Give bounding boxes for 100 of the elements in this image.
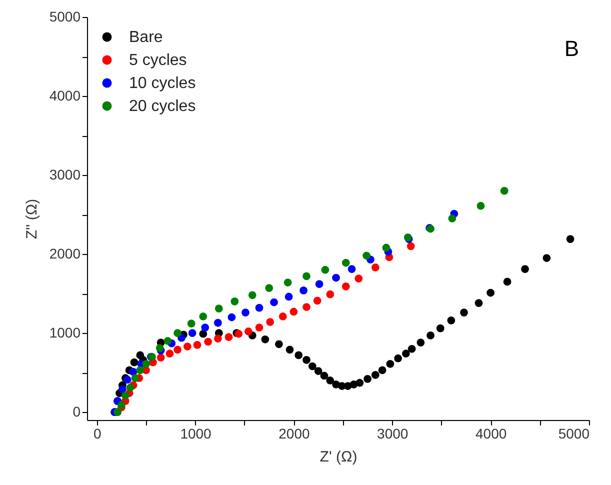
point — [362, 252, 370, 260]
point — [436, 324, 444, 332]
point — [121, 392, 130, 400]
point — [136, 366, 144, 374]
point — [118, 385, 126, 394]
point — [386, 360, 394, 368]
point — [302, 303, 310, 311]
point — [275, 340, 283, 348]
x-tick-label: 4000 — [475, 426, 507, 442]
point — [382, 244, 390, 252]
point — [447, 316, 456, 324]
point — [416, 338, 425, 346]
point — [131, 374, 140, 382]
point — [474, 299, 483, 307]
point — [320, 372, 328, 380]
point — [248, 291, 256, 300]
point — [313, 296, 322, 305]
point — [174, 329, 182, 338]
legend-label: 5 cycles — [129, 52, 187, 69]
point — [521, 265, 529, 273]
point — [542, 254, 551, 262]
point — [342, 282, 350, 290]
point — [356, 378, 364, 387]
point — [371, 264, 380, 272]
point — [188, 329, 196, 338]
point — [284, 292, 293, 301]
y-tick-label: 2000 — [49, 246, 81, 262]
point — [476, 202, 485, 210]
legend-label: 20 cycles — [129, 98, 196, 115]
point — [214, 304, 223, 313]
x-tick-label: 1000 — [180, 426, 212, 442]
point — [406, 242, 415, 250]
y-tick-label: 3000 — [49, 166, 81, 183]
point — [126, 384, 134, 392]
point — [199, 312, 208, 320]
point — [503, 278, 512, 286]
x-axis-title: Z' (Ω) — [320, 448, 358, 466]
y-tick-label: 1000 — [49, 324, 81, 341]
x-tick-label: 3000 — [377, 426, 408, 442]
point — [242, 308, 250, 316]
point — [183, 342, 192, 350]
point — [228, 313, 236, 322]
point — [156, 344, 164, 352]
point — [174, 346, 182, 354]
point — [302, 272, 310, 280]
y-tick-label: 4000 — [49, 88, 81, 104]
point — [204, 338, 212, 346]
point — [255, 304, 264, 312]
legend-label: 10 cycles — [129, 75, 196, 92]
point — [164, 337, 172, 345]
point — [300, 286, 308, 294]
point — [348, 265, 356, 273]
point — [286, 346, 294, 354]
point — [500, 186, 508, 195]
point — [371, 371, 380, 379]
point — [342, 258, 350, 267]
point — [332, 274, 340, 282]
point — [224, 333, 233, 341]
point — [315, 280, 324, 288]
x-tick-label: 5000 — [558, 426, 590, 442]
point — [230, 298, 239, 306]
point — [266, 318, 274, 326]
point — [214, 318, 222, 327]
point — [378, 366, 386, 374]
point — [214, 334, 222, 343]
point — [321, 266, 330, 274]
point — [460, 308, 468, 316]
y-tick-label: 5000 — [49, 8, 81, 24]
point — [294, 351, 303, 360]
point — [426, 332, 434, 340]
point — [394, 354, 402, 362]
point — [408, 344, 416, 353]
point — [199, 330, 208, 338]
point — [244, 328, 252, 336]
point — [364, 374, 372, 383]
point — [486, 288, 495, 297]
point — [290, 308, 298, 316]
point — [142, 360, 150, 368]
point — [448, 214, 456, 222]
y-tick-label: 0 — [72, 404, 81, 420]
point — [326, 376, 334, 384]
point — [402, 350, 410, 358]
point — [354, 274, 363, 282]
point — [284, 278, 292, 286]
point — [302, 356, 310, 364]
point — [201, 324, 210, 332]
point — [255, 324, 264, 332]
point — [265, 284, 274, 292]
point — [187, 320, 196, 328]
point — [308, 362, 316, 370]
point — [156, 354, 165, 362]
point — [166, 350, 174, 358]
legend-label: Bare — [129, 29, 163, 46]
annotation: B — [564, 36, 579, 61]
point — [278, 312, 287, 320]
point — [270, 298, 278, 306]
point — [118, 401, 126, 409]
y-axis-title: Z'' (Ω) — [23, 198, 40, 240]
point — [261, 335, 270, 344]
point — [193, 341, 202, 349]
